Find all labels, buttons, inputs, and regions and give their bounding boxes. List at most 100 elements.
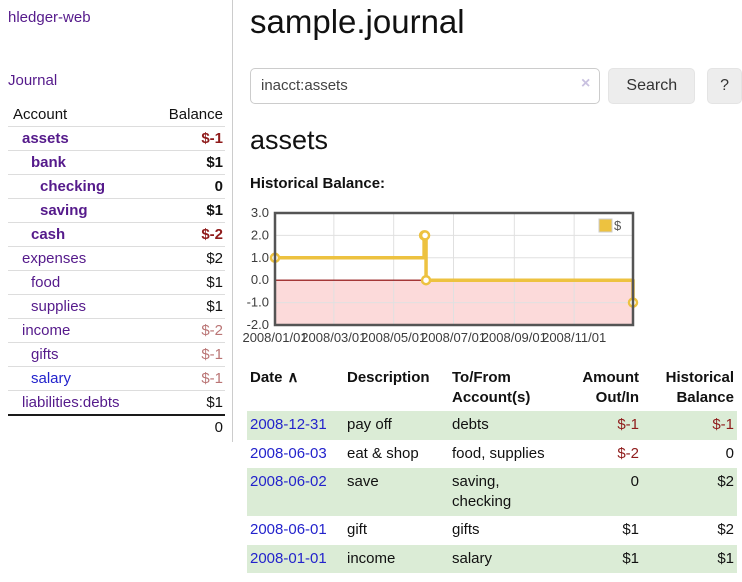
register-row: 2008-06-03 eat & shop food, supplies $-2…: [247, 440, 737, 468]
accounts-total-row: 0: [8, 414, 225, 439]
account-balance: $1: [148, 390, 225, 416]
transaction-balance: 0: [725, 444, 734, 462]
register-row: 2008-06-01 gift gifts $1 $2: [247, 516, 737, 544]
register-row: 2008-01-01 income salary $1 $1: [247, 544, 737, 573]
register-header-description: Description: [347, 368, 430, 386]
y-tick-label: -1.0: [247, 295, 269, 310]
account-row: cash $-2: [8, 222, 225, 247]
sidebar: hledger-web Journal Account Balance asse…: [0, 0, 232, 439]
transaction-date-link[interactable]: 2008-01-01: [250, 549, 327, 567]
account-link-checking[interactable]: checking: [40, 178, 106, 195]
account-row: saving $1: [8, 198, 225, 223]
transaction-amount: $1: [549, 544, 642, 573]
accounts-table-header: Account Balance: [8, 103, 225, 127]
sidebar-item-journal[interactable]: Journal: [8, 72, 58, 89]
register-header-date[interactable]: Date ∧: [247, 365, 344, 412]
account-balance: $-2: [148, 222, 225, 247]
account-column-header: Account: [8, 103, 149, 127]
plot-border: [273, 211, 635, 327]
account-row: liabilities:debts $1: [8, 390, 225, 416]
data-point: [419, 230, 431, 241]
account-link-supplies[interactable]: supplies: [31, 298, 87, 315]
transaction-balance: $2: [717, 521, 734, 539]
register-header-balance: Historical Balance: [665, 368, 734, 407]
transaction-date-link[interactable]: 2008-06-01: [250, 521, 327, 539]
data-point: [420, 274, 432, 286]
transaction-amount: $1: [622, 521, 639, 539]
account-link-saving[interactable]: saving: [40, 202, 88, 219]
transaction-description: eat & shop: [347, 444, 419, 462]
account-row: bank $1: [8, 150, 225, 175]
y-tick-label: -2.0: [247, 317, 269, 332]
x-tick-label: 2008/09/01: [482, 330, 547, 345]
account-balance: $-1: [148, 342, 225, 367]
x-tick-label: 2008/05/01: [361, 330, 426, 345]
historical-balance-chart: $3.0 2.0 1.0 0.0 -1.0 -2.0 2008/01/01 2008/03/0…: [242, 205, 742, 348]
transaction-description: save: [344, 467, 449, 517]
page-title: sample.journal: [250, 3, 465, 40]
transaction-description: pay off: [344, 411, 449, 440]
chart-title: Historical Balance:: [250, 174, 386, 192]
account-link-bank[interactable]: bank: [31, 154, 67, 171]
account-row: salary $-1: [8, 366, 225, 391]
y-tick-label: 2.0: [251, 227, 269, 242]
account-link-expenses[interactable]: expenses: [22, 250, 87, 267]
app-brand-link[interactable]: hledger-web: [8, 9, 91, 26]
search-input[interactable]: [250, 67, 601, 104]
account-balance: $2: [148, 246, 225, 271]
y-tick-label: 1.0: [251, 250, 269, 265]
help-button[interactable]: ?: [707, 67, 742, 104]
account-link-assets[interactable]: assets: [22, 130, 69, 147]
account-link-income[interactable]: income: [22, 322, 71, 339]
register-table: Date ∧ Description To/From Account(s) Amou…: [247, 365, 737, 573]
transaction-accounts: food, supplies: [452, 444, 545, 462]
accounts-total-value: 0: [148, 414, 225, 439]
account-row: checking 0: [8, 174, 225, 199]
account-row: supplies $1: [8, 294, 225, 319]
x-tick-label: 2008/07/01: [421, 330, 486, 345]
account-balance: $1: [148, 198, 225, 223]
transaction-amount: $-2: [617, 444, 639, 462]
balance-chart-svg: $3.0 2.0 1.0 0.0 -1.0 -2.02008/01/012008/03/0…: [242, 205, 639, 345]
account-row: gifts $-1: [8, 342, 225, 367]
account-balance: $-1: [148, 366, 225, 391]
account-row: assets $-1: [8, 126, 225, 151]
legend-label: $: [614, 218, 622, 233]
account-balance: $-1: [148, 126, 225, 151]
account-link-salary[interactable]: salary: [31, 370, 72, 387]
x-tick-label: 2008/11/01: [542, 330, 606, 345]
transaction-date-link[interactable]: 2008-06-02: [250, 472, 327, 490]
transaction-date-link[interactable]: 2008-12-31: [250, 416, 327, 434]
legend-swatch: [598, 218, 613, 233]
account-balance: $1: [148, 294, 225, 319]
transaction-accounts: gifts: [452, 521, 480, 539]
account-link-cash[interactable]: cash: [31, 226, 66, 243]
sort-ascending-icon: ∧: [287, 368, 299, 386]
search-form: × Search ?: [250, 67, 742, 104]
search-button[interactable]: Search: [608, 67, 696, 104]
transaction-description: gift: [347, 521, 368, 539]
accounts-table: Account Balance assets $-1 bank $1 check…: [8, 103, 225, 439]
date-header-label: Date: [250, 368, 283, 386]
y-tick-label: 3.0: [251, 205, 269, 220]
transaction-date-link[interactable]: 2008-06-03: [250, 444, 327, 462]
account-balance: $-2: [148, 318, 225, 343]
main-content: sample.journal × Search ? assets Histori…: [242, 0, 742, 573]
account-link-food[interactable]: food: [31, 274, 61, 291]
clear-search-icon[interactable]: ×: [581, 74, 591, 92]
transaction-accounts: salary: [449, 544, 549, 573]
register-row: 2008-12-31 pay off debts $-1 $-1: [247, 411, 737, 440]
account-balance: 0: [148, 174, 225, 199]
account-link-gifts[interactable]: gifts: [31, 346, 59, 363]
register-header-row: Date ∧ Description To/From Account(s) Amou…: [247, 365, 737, 412]
transaction-accounts: saving, checking: [449, 467, 549, 517]
transaction-description: income: [344, 544, 449, 573]
transaction-amount: $-1: [549, 411, 642, 440]
balance-column-header: Balance: [148, 103, 225, 127]
search-box: ×: [250, 67, 601, 104]
account-link-liabilities-debts[interactable]: liabilities:debts: [22, 394, 120, 411]
account-row: expenses $2: [8, 246, 225, 271]
account-heading: assets: [250, 124, 329, 155]
transaction-balance: $-1: [642, 411, 737, 440]
